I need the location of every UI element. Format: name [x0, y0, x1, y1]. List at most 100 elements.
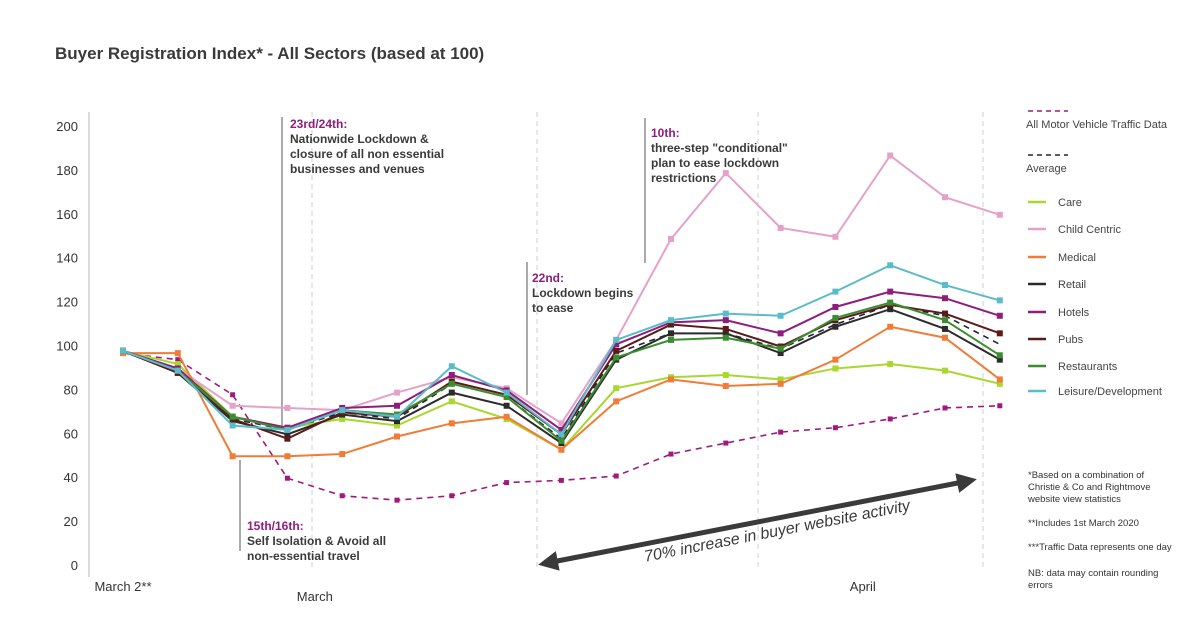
data-point — [722, 317, 729, 324]
data-point — [339, 415, 346, 422]
annotation-heading: 15th/16th: — [247, 519, 304, 533]
data-point — [503, 402, 510, 409]
y-tick-label: 80 — [64, 382, 78, 397]
annotation-text: non-essential travel — [247, 549, 360, 563]
data-point — [448, 398, 455, 405]
legend-label: Care — [1058, 197, 1082, 209]
data-point — [832, 288, 839, 295]
legend-label: Child Centric — [1058, 224, 1121, 236]
data-point — [668, 235, 674, 242]
data-point — [284, 475, 290, 481]
data-point — [942, 367, 948, 374]
data-point — [394, 418, 400, 425]
data-point — [722, 383, 729, 390]
data-point — [722, 170, 729, 177]
data-point — [613, 341, 620, 348]
annotation-text: closure of all non essential — [290, 147, 444, 161]
data-point — [394, 402, 400, 409]
data-point — [887, 299, 894, 306]
annotation-heading: 23rd/24th: — [290, 117, 347, 131]
data-point — [448, 363, 455, 370]
data-point — [503, 413, 510, 420]
data-point — [832, 303, 839, 310]
data-point — [448, 380, 455, 387]
data-point — [832, 314, 839, 321]
legend-label: Leisure/Development — [1058, 386, 1162, 398]
legend-label: All Motor Vehicle Traffic Data — [1026, 119, 1168, 131]
data-point — [558, 420, 565, 427]
data-point — [284, 453, 291, 460]
data-point — [394, 433, 400, 440]
data-point — [613, 347, 620, 354]
chart-title: Buyer Registration Index* - All Sectors … — [55, 44, 485, 63]
x-tick-label: March — [297, 589, 333, 604]
data-point — [777, 376, 784, 383]
data-point — [832, 233, 839, 240]
x-tick-label: April — [850, 579, 876, 594]
data-point — [777, 350, 784, 357]
data-point — [339, 451, 346, 458]
series-line — [122, 303, 1001, 440]
y-tick-label: 120 — [56, 295, 78, 310]
legend-label: Retail — [1058, 279, 1086, 291]
y-tick-label: 20 — [64, 514, 78, 529]
data-point — [887, 152, 894, 159]
data-point — [668, 451, 674, 457]
data-point — [339, 493, 345, 499]
data-point — [778, 429, 784, 435]
y-tick-label: 40 — [64, 470, 78, 485]
data-point — [558, 446, 565, 453]
data-point — [504, 480, 510, 486]
footnote-text: ***Traffic Data represents one day — [1028, 542, 1172, 553]
data-point — [887, 306, 894, 313]
footnote-text: website view statistics — [1027, 494, 1121, 505]
data-point — [339, 407, 346, 414]
data-point — [722, 325, 729, 332]
data-point — [777, 224, 784, 231]
data-point — [448, 372, 455, 379]
data-point — [613, 354, 620, 361]
legend-label: Hotels — [1058, 307, 1090, 319]
data-point — [996, 356, 1003, 363]
data-point — [996, 297, 1003, 304]
y-tick-label: 0 — [71, 558, 78, 573]
data-point — [996, 211, 1003, 218]
data-point — [832, 356, 839, 363]
data-point — [996, 312, 1003, 319]
data-point — [996, 352, 1003, 359]
data-point — [120, 347, 126, 354]
data-point — [229, 453, 236, 460]
y-tick-label: 200 — [56, 119, 78, 134]
data-point — [449, 493, 455, 499]
data-point — [722, 310, 729, 317]
data-point — [832, 323, 839, 330]
data-point — [942, 310, 948, 317]
data-point — [175, 357, 181, 363]
data-point — [613, 473, 619, 479]
data-point — [777, 312, 784, 319]
x-tick-label: March 2** — [94, 579, 151, 594]
data-point — [942, 325, 948, 332]
data-point — [448, 420, 455, 427]
series-line — [122, 303, 1001, 440]
data-point — [229, 402, 236, 409]
data-point — [722, 330, 729, 337]
data-point — [558, 437, 565, 444]
footnote-text: *Based on a combination of — [1028, 470, 1145, 481]
data-point — [668, 330, 674, 337]
legend-label: Restaurants — [1058, 361, 1118, 373]
data-point — [997, 403, 1003, 409]
data-point — [777, 330, 784, 337]
data-point — [174, 361, 181, 368]
data-point — [723, 440, 729, 446]
data-point — [503, 393, 510, 400]
annotation-text: plan to ease lockdown — [651, 156, 779, 170]
data-point — [996, 330, 1003, 337]
data-point — [284, 431, 291, 438]
data-point — [942, 317, 948, 324]
data-point — [230, 392, 236, 398]
data-point — [668, 321, 674, 328]
data-point — [174, 350, 181, 357]
data-point — [996, 380, 1003, 387]
data-point — [613, 385, 620, 392]
